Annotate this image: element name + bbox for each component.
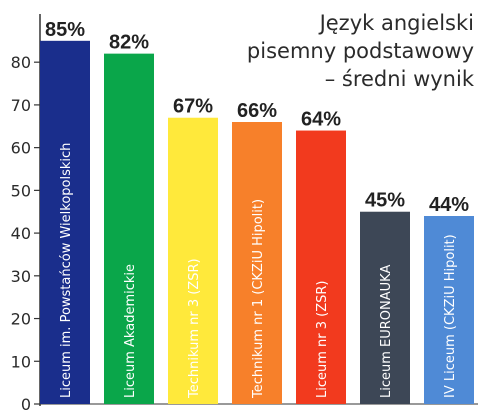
bar bbox=[40, 40, 90, 405]
axis-layer: 0 10 20 30 40 50 60 70 80 bbox=[11, 14, 478, 414]
category-label: IV Liceum (CKZiU Hipolit) bbox=[443, 234, 458, 398]
bars-layer bbox=[40, 40, 474, 405]
y-tick-label: 30 bbox=[11, 267, 31, 286]
value-label: 66% bbox=[237, 100, 277, 122]
value-label: 82% bbox=[109, 32, 149, 54]
chart-title: Język angielski pisemny podstawowy – średn… bbox=[247, 11, 475, 91]
category-label: Technikum nr 3 (ZSR) bbox=[187, 258, 202, 399]
y-tick-label: 20 bbox=[11, 310, 31, 329]
y-tick-label: 10 bbox=[11, 352, 31, 371]
y-tick-label: 80 bbox=[11, 53, 31, 72]
bar bbox=[104, 53, 154, 405]
category-label: Liceum EURONAUKA bbox=[379, 265, 394, 398]
value-label: 44% bbox=[429, 194, 469, 216]
chart-title-line: pisemny podstawowy bbox=[247, 39, 474, 63]
y-tick-label: 50 bbox=[11, 181, 31, 200]
value-label: 85% bbox=[45, 19, 85, 41]
category-label: Liceum im. Powstańców Wielkopolskich bbox=[59, 143, 74, 398]
bar bbox=[168, 117, 218, 405]
y-tick-label: 70 bbox=[11, 96, 31, 115]
chart-title-line: – średni wynik bbox=[325, 67, 475, 91]
y-tick-label: 60 bbox=[11, 139, 31, 158]
category-label: Liceum Akademickie bbox=[123, 264, 138, 398]
chart-title-line: Język angielski bbox=[318, 11, 474, 35]
bar bbox=[360, 211, 410, 404]
labels-layer: 85% Liceum im. Powstańców Wielkopolskich 8… bbox=[45, 19, 469, 399]
category-label: Liceum nr 3 (ZSR) bbox=[315, 281, 330, 399]
y-tick-label: 40 bbox=[11, 224, 31, 243]
value-label: 64% bbox=[301, 109, 341, 131]
bar bbox=[232, 122, 282, 404]
bar bbox=[424, 216, 474, 404]
value-label: 45% bbox=[365, 190, 405, 212]
bar bbox=[296, 130, 346, 404]
value-label: 67% bbox=[173, 96, 213, 118]
y-tick-label: 0 bbox=[21, 395, 31, 414]
category-label: Technikum nr 1 (CKZiU Hipolit) bbox=[251, 199, 266, 399]
